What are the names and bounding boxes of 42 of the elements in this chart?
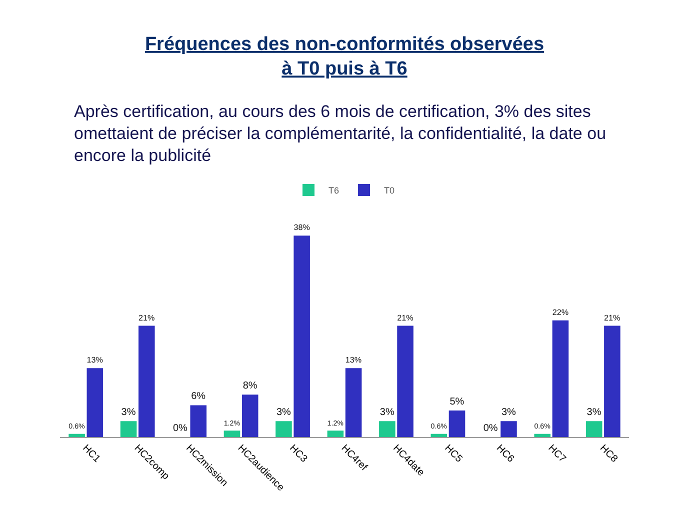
data-label: 3% xyxy=(501,407,516,418)
bar xyxy=(242,394,258,437)
bar xyxy=(327,430,344,437)
data-label: 0% xyxy=(172,423,188,434)
data-label: 13% xyxy=(86,356,103,365)
data-label: 13% xyxy=(345,356,362,365)
x-tick-label: HC7 xyxy=(546,442,568,466)
bar xyxy=(552,320,569,437)
bar xyxy=(397,326,414,437)
bar xyxy=(68,434,85,437)
data-label: 5% xyxy=(450,396,464,408)
bar xyxy=(604,326,620,437)
bar xyxy=(586,421,602,437)
bar xyxy=(534,434,550,437)
bar xyxy=(86,368,104,437)
data-label: 3% xyxy=(380,407,394,418)
bar xyxy=(430,434,448,437)
bar xyxy=(448,410,466,437)
data-label: 3% xyxy=(586,407,602,418)
data-label: 6% xyxy=(191,391,206,402)
data-label: 3% xyxy=(276,407,291,418)
bar xyxy=(138,326,155,437)
data-label: 3% xyxy=(121,407,136,418)
data-label: 0% xyxy=(483,423,498,434)
data-label: 21% xyxy=(397,313,414,322)
data-label: 38% xyxy=(294,223,310,232)
bar xyxy=(190,405,207,437)
data-label: 21% xyxy=(604,313,620,322)
bar xyxy=(224,430,240,437)
legend-label: T0 xyxy=(384,186,395,196)
bar xyxy=(276,421,292,437)
chart-subtitle: Après certification, au cours des 6 mois de certification, 3% des sites omettaient de préciser la complémentarité, la confidentialité, la date ou encore la publicité xyxy=(74,102,606,166)
data-label: 22% xyxy=(552,308,569,317)
bar xyxy=(294,236,310,437)
chart-title: Fréquences des non-conformités observées à T0 puis à T6 xyxy=(144,34,544,80)
data-label: 8% xyxy=(242,380,258,392)
bar xyxy=(500,421,517,437)
legend-label: T6 xyxy=(328,186,340,196)
bar xyxy=(120,421,137,437)
data-label: 21% xyxy=(138,313,155,322)
bar xyxy=(379,421,396,437)
bar xyxy=(345,368,362,437)
